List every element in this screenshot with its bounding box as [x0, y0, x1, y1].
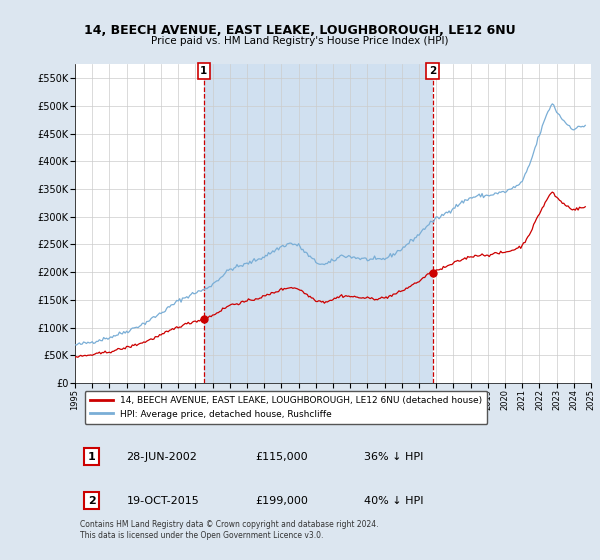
Legend: 14, BEECH AVENUE, EAST LEAKE, LOUGHBOROUGH, LE12 6NU (detached house), HPI: Aver: 14, BEECH AVENUE, EAST LEAKE, LOUGHBOROU… — [85, 391, 487, 424]
Text: Price paid vs. HM Land Registry's House Price Index (HPI): Price paid vs. HM Land Registry's House … — [151, 36, 449, 46]
Text: 28-JUN-2002: 28-JUN-2002 — [127, 451, 197, 461]
Text: 2: 2 — [88, 496, 95, 506]
Text: 36% ↓ HPI: 36% ↓ HPI — [364, 451, 424, 461]
Text: 2: 2 — [429, 66, 436, 76]
Text: £199,000: £199,000 — [256, 496, 308, 506]
Text: 1: 1 — [200, 66, 208, 76]
Text: Contains HM Land Registry data © Crown copyright and database right 2024.
This d: Contains HM Land Registry data © Crown c… — [80, 520, 379, 539]
Bar — [204, 64, 433, 383]
Text: £115,000: £115,000 — [256, 451, 308, 461]
Text: 40% ↓ HPI: 40% ↓ HPI — [364, 496, 424, 506]
Text: 14, BEECH AVENUE, EAST LEAKE, LOUGHBOROUGH, LE12 6NU: 14, BEECH AVENUE, EAST LEAKE, LOUGHBOROU… — [84, 24, 516, 36]
Text: 19-OCT-2015: 19-OCT-2015 — [127, 496, 199, 506]
Text: 1: 1 — [88, 451, 95, 461]
